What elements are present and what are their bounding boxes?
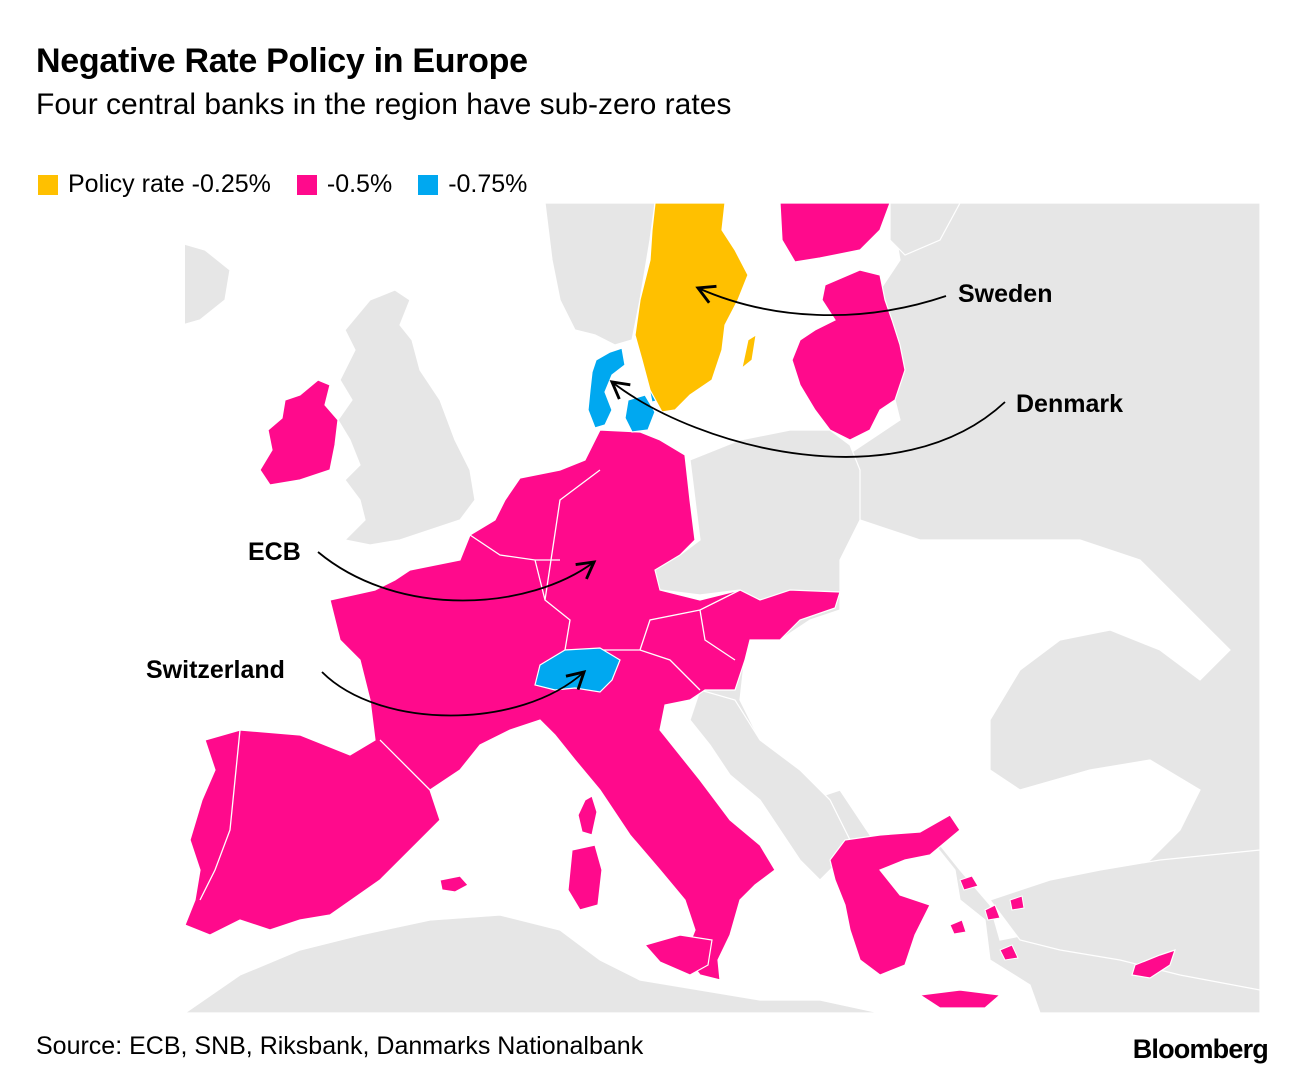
land-turkey [989, 849, 1260, 991]
legend: Policy rate -0.25% -0.5% -0.75% [38, 170, 553, 199]
country-borders [199, 469, 741, 901]
country-switzerland [534, 647, 621, 693]
island-gotland [741, 333, 757, 370]
source-note: Source: ECB, SNB, Riksbank, Danmarks Nat… [36, 1032, 644, 1060]
country-eurozone-core [185, 429, 841, 981]
callout-sweden: Sweden [958, 280, 1053, 308]
country-sweden [634, 203, 749, 413]
callout-denmark: Denmark [1016, 390, 1123, 418]
country-finland-south [779, 203, 891, 263]
legend-swatch-blue [418, 174, 439, 195]
arrow-sweden [695, 284, 947, 316]
arrow-switzerland [321, 670, 587, 717]
islands-aegean [949, 875, 1025, 961]
legend-item-minus-075: -0.75% [418, 170, 527, 199]
land-great-britain [337, 289, 476, 546]
callout-switzerland: Switzerland [146, 656, 285, 684]
country-ireland [259, 379, 339, 486]
land-balkans [689, 689, 851, 881]
callout-ecb: ECB [248, 538, 301, 566]
land-finland [889, 203, 961, 256]
island-corsica [577, 795, 598, 836]
legend-item-minus-025: Policy rate -0.25% [38, 170, 271, 199]
country-greece [829, 814, 961, 976]
land-north-africa [185, 914, 881, 1013]
island-balearic [439, 875, 469, 893]
island-sardinia [567, 844, 603, 911]
legend-item-minus-05: -0.5% [296, 170, 393, 199]
legend-label: -0.75% [448, 170, 528, 198]
legend-swatch-yellow [38, 174, 58, 195]
chart-title: Negative Rate Policy in Europe [36, 42, 528, 80]
island-crete [918, 989, 1002, 1009]
country-denmark [587, 347, 626, 429]
bloomberg-logo: Bloomberg [1132, 1034, 1269, 1064]
arrow-ecb [317, 551, 597, 602]
arrow-denmark [609, 380, 1006, 458]
chart-subtitle: Four central banks in the region have su… [36, 88, 732, 121]
legend-swatch-magenta [296, 174, 317, 195]
land-iceland [185, 243, 231, 325]
island-cyprus [1131, 949, 1176, 979]
legend-label: Policy rate -0.25% [68, 170, 271, 198]
island-sicily [643, 934, 713, 976]
legend-label: -0.5% [326, 170, 393, 198]
